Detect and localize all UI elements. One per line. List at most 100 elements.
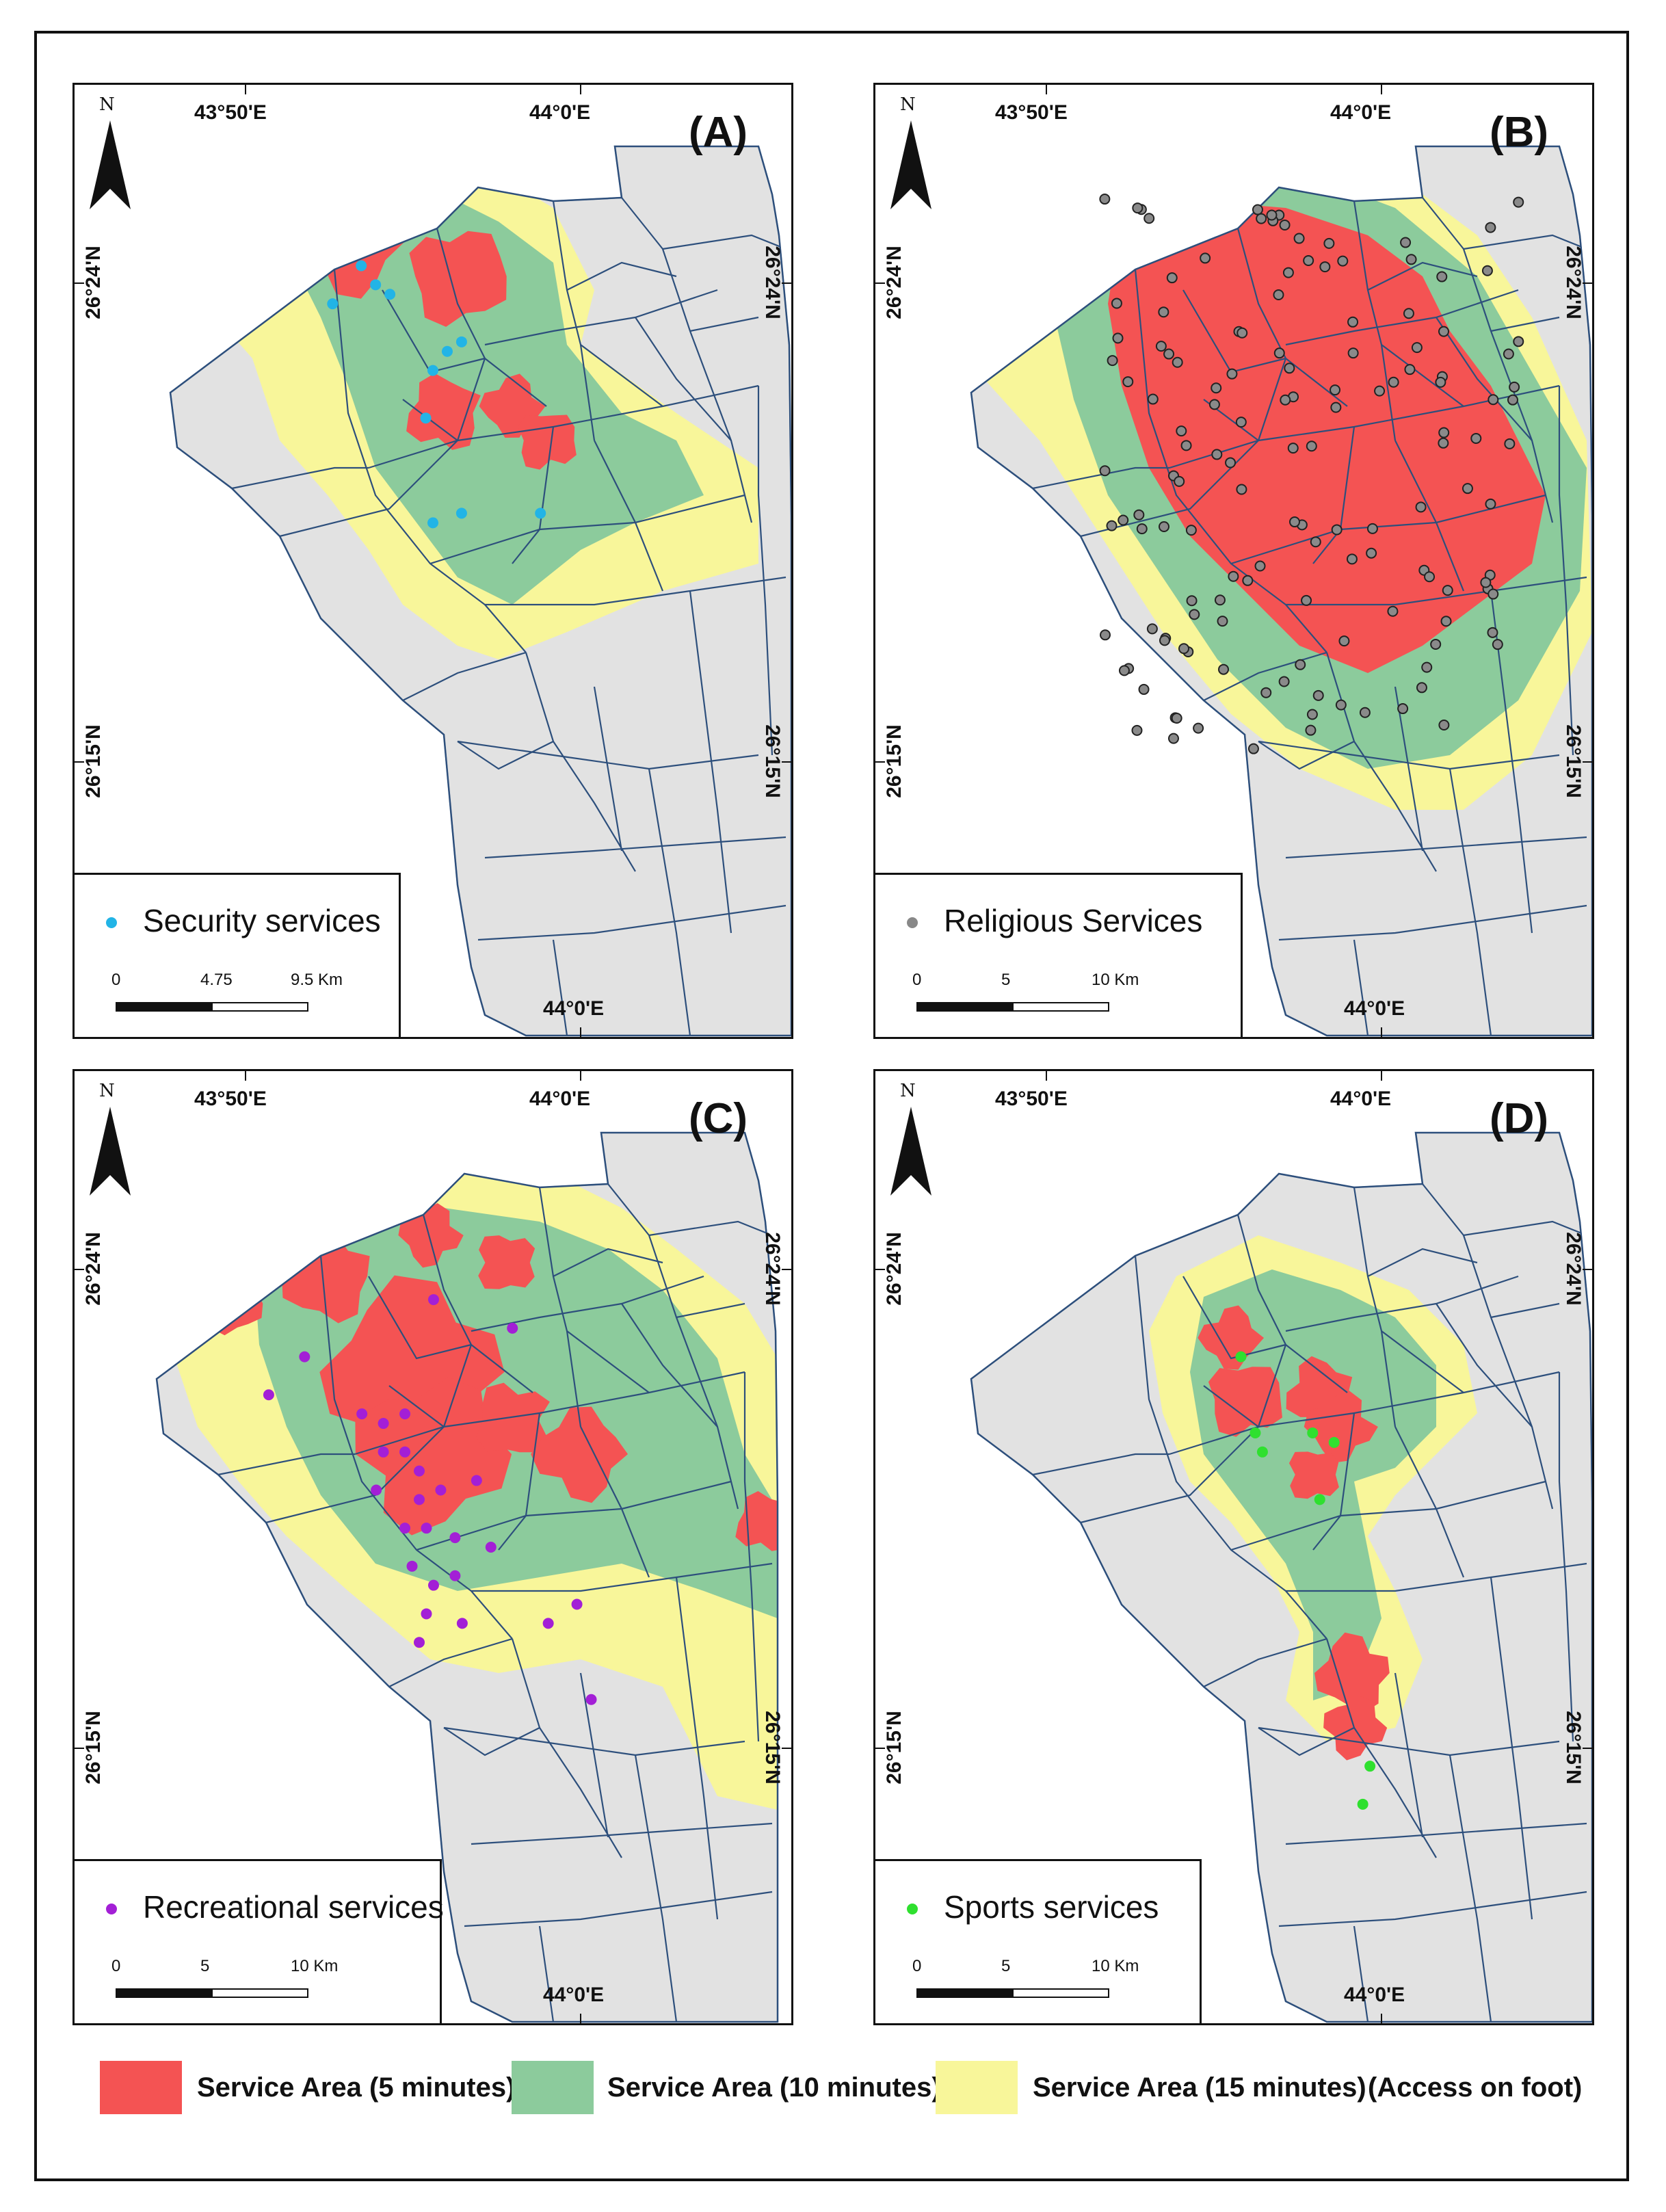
longitude-label: 43°50'E: [194, 101, 267, 124]
service-point: [455, 508, 467, 519]
road: [676, 1302, 745, 1319]
scale-bar: 0 5 10 Km: [111, 1957, 338, 2005]
service-point: [1217, 616, 1228, 627]
road: [1353, 200, 1397, 441]
road: [457, 740, 759, 770]
latitude-label: 26°15'N: [82, 1711, 105, 1785]
road: [1278, 904, 1587, 941]
service-point: [421, 1608, 432, 1620]
latitude-label: 26°15'N: [883, 724, 905, 798]
latitude-label: 26°24'N: [1562, 1232, 1585, 1306]
road: [1353, 1925, 1369, 2022]
service-point: [1176, 425, 1187, 437]
service-point: [1366, 547, 1377, 559]
service-point: [1507, 394, 1518, 406]
road: [580, 1426, 650, 1578]
service-point: [1421, 661, 1433, 673]
service-point: [1487, 627, 1498, 638]
service-point: [449, 1570, 461, 1581]
service-point: [1146, 623, 1158, 635]
road: [471, 1562, 773, 1592]
road: [1032, 466, 1169, 490]
road: [1203, 651, 1327, 701]
road: [1394, 1426, 1465, 1578]
service-point: [1424, 571, 1436, 583]
service-point: [1295, 659, 1306, 670]
road: [1285, 289, 1519, 346]
road: [368, 1276, 472, 1360]
road: [217, 1453, 355, 1476]
road: [1203, 1385, 1259, 1427]
scale-tick: 0: [111, 1957, 121, 1975]
road: [662, 234, 786, 250]
longitude-label: 44°0'E: [529, 101, 591, 124]
road: [1230, 1480, 1546, 1551]
service-point: [1174, 475, 1185, 487]
service-point: [535, 508, 546, 519]
service-point: [299, 1351, 310, 1362]
service-point: [1147, 393, 1159, 405]
service-point: [1301, 594, 1312, 606]
road: [498, 1412, 541, 1551]
map-panel-a: 43°50'E 44°0'E 44°0'E 26°24'N 26°24'N 26°15'N…: [72, 83, 793, 1039]
legend-label-10min: Service Area (10 minutes): [607, 2072, 941, 2103]
legend-swatch-15min: [936, 2061, 1018, 2114]
service-point: [485, 1542, 497, 1553]
latitude-label: 26°15'N: [1562, 724, 1585, 798]
service-point: [1481, 265, 1493, 276]
scale-tick: 10 Km: [1092, 1957, 1139, 1975]
road: [456, 358, 486, 441]
road: [1381, 344, 1464, 407]
road: [1490, 1577, 1533, 1920]
service-point: [1480, 577, 1492, 588]
road: [1134, 269, 1327, 653]
road: [422, 1214, 533, 1393]
service-point: [1155, 341, 1167, 352]
service-point: [414, 1494, 425, 1505]
road: [319, 1255, 513, 1640]
road: [634, 1754, 678, 2022]
service-point-icon: [106, 917, 117, 928]
service-point: [356, 260, 367, 272]
north-label: N: [900, 1081, 916, 1101]
service-point: [1436, 271, 1448, 282]
service-point: [1280, 394, 1291, 406]
road: [1490, 1302, 1560, 1319]
service-point: [1388, 376, 1399, 388]
service-area-5min: [735, 1490, 778, 1551]
longitude-label: 44°0'E: [529, 1088, 591, 1110]
service-point: [585, 1694, 597, 1705]
road: [757, 386, 774, 756]
road: [566, 261, 677, 291]
service-point: [1226, 368, 1238, 380]
service-point: [1250, 1427, 1261, 1438]
service-point: [1133, 509, 1145, 521]
road: [512, 426, 555, 564]
service-area-5min: [409, 231, 507, 327]
service-point: [456, 1618, 468, 1629]
service-point: [1513, 196, 1524, 208]
road: [436, 228, 547, 407]
service-point: [1256, 1446, 1268, 1458]
latitude-label: 26°15'N: [82, 724, 105, 798]
map-svg-b: [875, 85, 1592, 1037]
road: [1367, 1248, 1478, 1277]
service-point: [1167, 733, 1179, 744]
service-point: [1492, 639, 1503, 650]
service-point: [399, 1408, 411, 1420]
service-point: [378, 1446, 389, 1458]
service-point: [414, 1465, 425, 1477]
road: [1381, 1330, 1464, 1393]
service-point: [1242, 575, 1254, 586]
service-point: [1214, 594, 1226, 606]
service-point: [1306, 709, 1318, 720]
road: [442, 1344, 473, 1427]
service-point-icon: [106, 1904, 117, 1914]
service-point: [1488, 394, 1499, 406]
service-point: [507, 1322, 518, 1334]
service-point: [1337, 255, 1349, 267]
north-label: N: [900, 94, 916, 115]
longitude-label-bottom: 44°0'E: [543, 997, 605, 1020]
service-point: [1235, 417, 1247, 428]
service-point: [427, 365, 438, 376]
